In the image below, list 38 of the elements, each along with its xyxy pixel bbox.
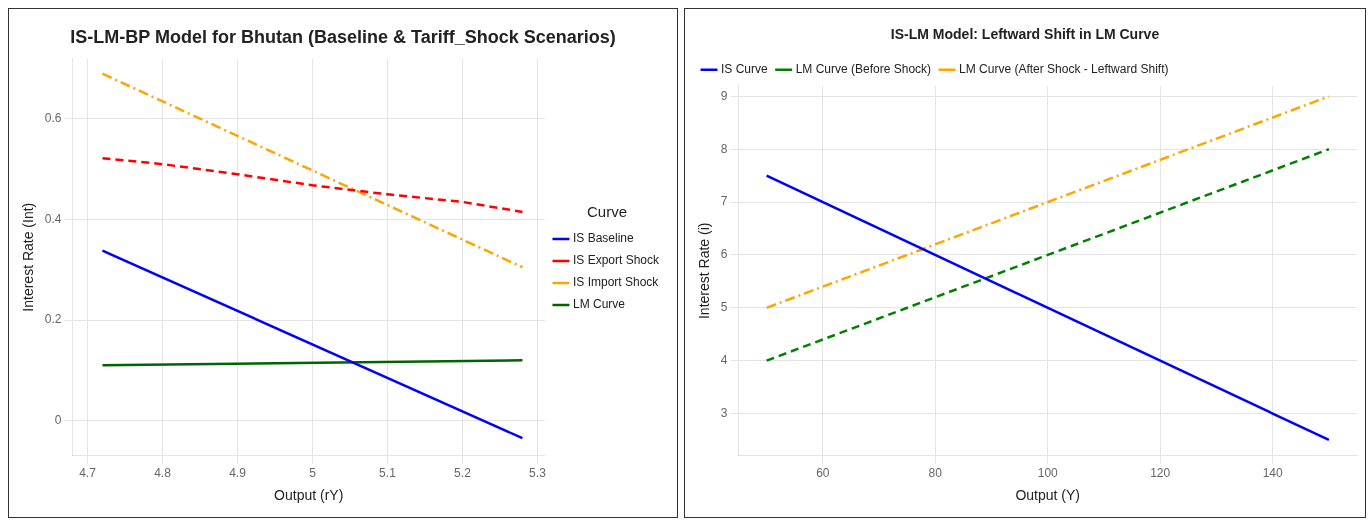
x-tick-label: 4.9 [229, 466, 247, 481]
y-tick-label: 0 [54, 412, 62, 427]
x-tick-label: 5.2 [454, 466, 472, 481]
x-axis-title: Output (Y) [1015, 487, 1081, 504]
y-axis-title: Interest Rate (Int) [20, 202, 37, 312]
y-tick-label: 9 [720, 88, 728, 103]
x-tick-label: 4.7 [79, 466, 97, 481]
x-tick-label: 140 [1262, 466, 1283, 481]
legend-label: IS Import Shock [572, 275, 660, 290]
legend-label: IS Curve [721, 62, 769, 77]
x-axis-title: Output (rY) [274, 487, 344, 504]
x-tick-label: 5.1 [379, 466, 397, 481]
y-tick-label: 5 [720, 300, 728, 315]
x-tick-label: 5 [309, 466, 317, 481]
x-tick-label: 80 [928, 466, 943, 481]
y-axis-title: Interest Rate (i) [696, 222, 713, 320]
legend-label: LM Curve (Before Shock) [795, 62, 932, 77]
y-tick-label: 0.6 [44, 111, 62, 126]
legend-title: Curve [586, 202, 627, 220]
legend-label: IS Baseline [572, 231, 634, 246]
y-tick-label: 3 [720, 405, 728, 420]
y-tick-label: 0.4 [44, 211, 62, 226]
chart-title: IS-LM Model: Leftward Shift in LM Curve [890, 26, 1160, 43]
line-series [101, 156, 524, 214]
legend-label: LM Curve [572, 297, 626, 312]
y-tick-label: 6 [720, 247, 728, 262]
x-tick-label: 4.8 [154, 466, 172, 481]
x-tick-label: 100 [1037, 466, 1059, 481]
y-tick-label: 7 [720, 194, 728, 209]
y-tick-label: 4 [720, 352, 728, 367]
x-tick-label: 5.3 [529, 466, 547, 481]
legend-label: LM Curve (After Shock - Leftward Shift) [959, 62, 1169, 77]
y-tick-label: 8 [720, 141, 728, 156]
chart-title: IS-LM-BP Model for Bhutan (Baseline & Tariff_Shock Scenarios) [70, 26, 616, 47]
x-tick-label: 60 [816, 466, 830, 481]
y-tick-label: 0.2 [44, 312, 62, 327]
legend-label: IS Export Shock [572, 253, 660, 268]
x-tick-label: 120 [1150, 466, 1171, 481]
